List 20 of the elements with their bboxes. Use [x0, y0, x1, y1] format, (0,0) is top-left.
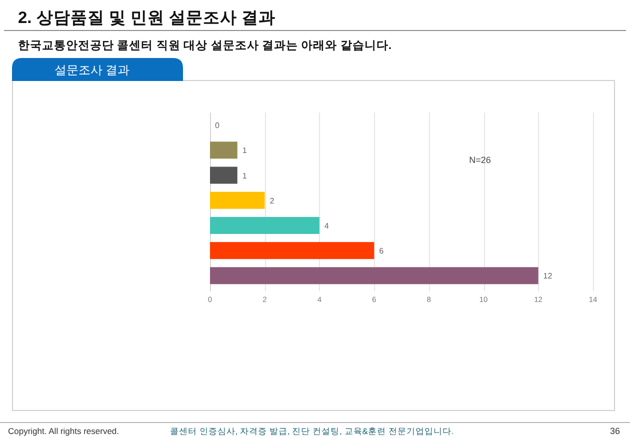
text: 콜센터 인증심사, 자격증 발급, 진단 컨설팅, 교육&훈련 전문기업입니다.	[170, 426, 454, 436]
bar	[210, 166, 238, 184]
chart-subtitle: 한국교통안전공단 콜센터 직원 대상 설문조사 결과는 아래와 같습니다.	[18, 39, 392, 52]
text: 36	[610, 426, 620, 436]
data-label: 2	[270, 196, 275, 206]
text: Copyright. All rights reserved.	[8, 426, 120, 436]
bar	[210, 142, 238, 159]
data-label: 1	[242, 171, 248, 180]
data-label: 12	[543, 272, 553, 281]
bar	[210, 216, 320, 234]
data-label: 1	[242, 146, 248, 156]
bar	[210, 242, 374, 260]
bar	[210, 192, 265, 209]
chart-title: 2. 상담품질 및 민원 설문조사 결과	[18, 9, 276, 27]
data-label: 0	[215, 121, 220, 130]
data-label: 4	[324, 221, 330, 230]
annotation: N=26	[469, 155, 491, 165]
tab: 설문조사 결과	[12, 58, 183, 81]
data-label: 6	[379, 246, 384, 256]
bar	[210, 267, 538, 284]
